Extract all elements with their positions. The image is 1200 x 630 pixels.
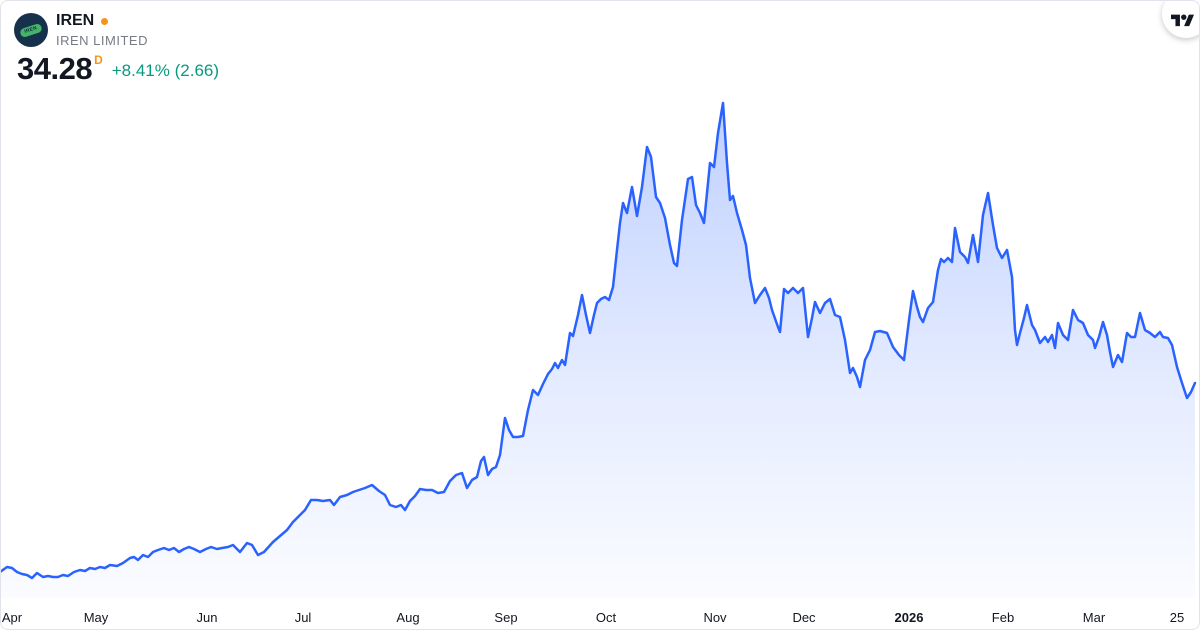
price-change: +8.41% (2.66) (111, 61, 220, 80)
interval-badge[interactable]: D (94, 53, 103, 67)
x-axis-label-aug: Aug (396, 610, 420, 625)
x-axis-label-nov: Nov (703, 610, 727, 625)
x-axis-label-jun: Jun (196, 610, 218, 625)
iren-logo-pill-icon: IREN (19, 22, 43, 38)
x-axis-label-dec: Dec (792, 610, 816, 625)
x-axis-label-2026: 2026 (894, 610, 924, 625)
area-fill (0, 103, 1195, 598)
x-axis-label-apr: Apr (1, 610, 23, 625)
x-axis-label-oct: Oct (595, 610, 617, 625)
x-axis-label-may: May (83, 610, 109, 625)
x-axis-label-feb: Feb (991, 610, 1015, 625)
price-line (0, 101, 1197, 580)
last-price: 34.28 (17, 51, 93, 86)
x-axis-label-mar: Mar (1082, 610, 1106, 625)
x-axis-label-jul: Jul (294, 610, 312, 625)
price-row: 34.28 D +8.41% (2.66) (17, 52, 219, 86)
x-axis-label-25: 25 (1169, 610, 1185, 625)
symbol-row: IREN (56, 12, 109, 30)
x-axis-label-sep: Sep (494, 610, 518, 625)
tradingview-logo-icon (1171, 14, 1194, 27)
iren-company-logo: IREN (14, 13, 48, 47)
symbol-ticker[interactable]: IREN (56, 12, 95, 29)
x-axis: Apr May Jun Jul Aug Sep Oct Nov Dec 2026 Feb Mar 25 (0, 610, 1200, 628)
market-status-dot-icon (101, 17, 109, 25)
company-name: IREN LIMITED (56, 33, 148, 48)
